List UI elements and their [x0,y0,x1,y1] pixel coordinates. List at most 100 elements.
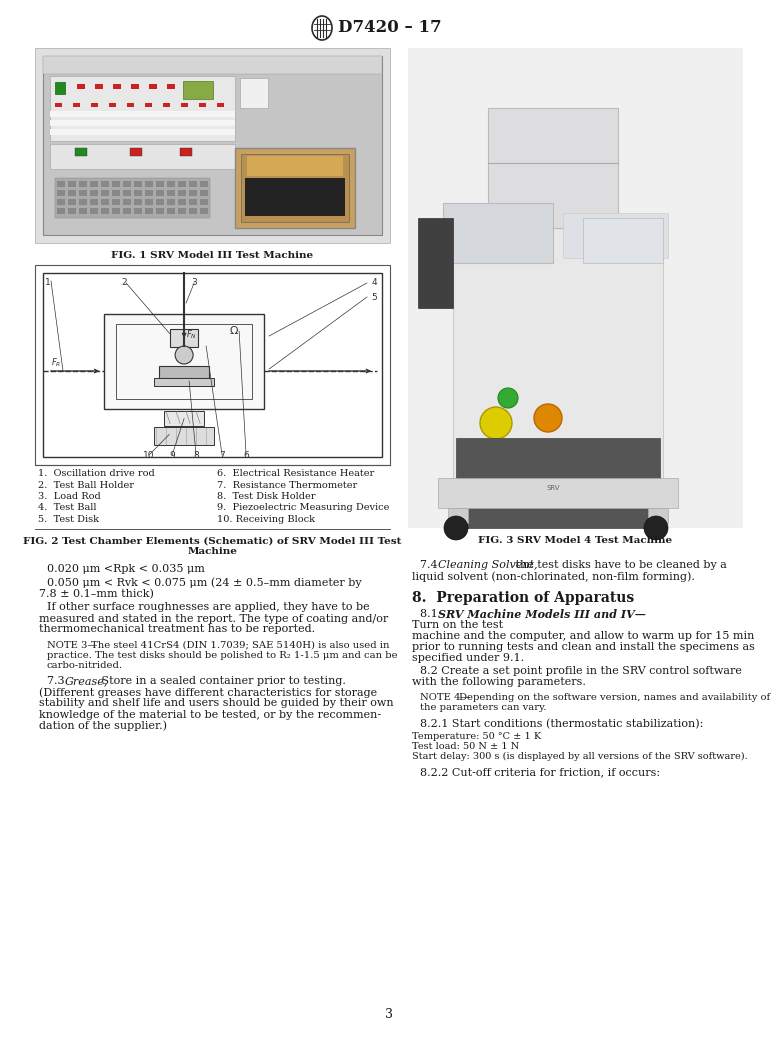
Bar [456,438,660,528]
Text: machine and the computer, and allow to warm up for 15 min: machine and the computer, and allow to w… [412,631,755,641]
Bar [79,181,87,187]
Text: measured and stated in the report. The type of coating and/or: measured and stated in the report. The t… [39,613,388,624]
Text: FIG. 1 SRV Model III Test Machine: FIG. 1 SRV Model III Test Machine [111,251,314,260]
Text: FIG. 2 Test Chamber Elements (Schematic) of SRV Model III Test
Machine: FIG. 2 Test Chamber Elements (Schematic)… [23,536,401,556]
Bar [159,366,209,378]
Bar [57,208,65,214]
Bar [116,324,252,399]
Circle shape [498,388,518,408]
Bar [123,199,131,205]
Text: NOTE 3—: NOTE 3— [47,640,97,650]
Text: 2.  Test Ball Holder: 2. Test Ball Holder [38,481,134,489]
Bar [183,81,213,99]
Text: The steel 41CrS4 (DIN 1.7039; SAE 5140H) is also used in: The steel 41CrS4 (DIN 1.7039; SAE 5140H)… [91,640,390,650]
Text: 3: 3 [191,278,197,287]
Bar [164,410,204,426]
Text: prior to running tests and clean and install the specimens as: prior to running tests and clean and ins… [412,642,755,652]
Bar [43,273,382,457]
Text: 8.2 Create a set point profile in the SRV control software: 8.2 Create a set point profile in the SR… [420,666,742,676]
Text: 0.020 μm <Rpk < 0.035 μm: 0.020 μm <Rpk < 0.035 μm [47,564,205,575]
Bar [90,208,98,214]
Bar [68,181,76,187]
Bar [55,103,62,107]
Bar [43,56,382,235]
Bar [68,191,76,196]
Text: $F_R$: $F_R$ [51,356,61,369]
Bar [418,218,453,308]
Bar [167,191,175,196]
Bar [57,181,65,187]
Bar [217,103,224,107]
Bar [448,508,468,523]
Text: 5.  Test Disk: 5. Test Disk [38,515,99,524]
Text: 7.8 ± 0.1–mm thick): 7.8 ± 0.1–mm thick) [39,588,154,599]
Text: 1.  Oscillation drive rod: 1. Oscillation drive rod [38,469,155,478]
Text: Cleaning Solvent,: Cleaning Solvent, [438,560,538,570]
Bar [35,265,390,465]
Bar [241,154,349,222]
Bar [50,129,235,135]
Circle shape [480,407,512,439]
Bar [453,228,663,498]
Circle shape [534,404,562,432]
Bar [134,208,142,214]
Bar [134,191,142,196]
Text: 2: 2 [121,278,127,287]
Bar [200,181,208,187]
Text: Start delay: 300 s (is displayed by all versions of the SRV software).: Start delay: 300 s (is displayed by all … [412,752,748,761]
Bar [156,181,164,187]
Bar [181,103,188,107]
Bar [134,181,142,187]
Bar [145,199,153,205]
Bar [167,84,175,88]
Bar [50,144,235,169]
Bar [156,208,164,214]
Text: Depending on the software version, names and availability of: Depending on the software version, names… [459,693,770,702]
Bar [50,120,235,126]
Text: 8.  Test Disk Holder: 8. Test Disk Holder [218,492,316,501]
Text: stability and shelf life and users should be guided by their own: stability and shelf life and users shoul… [39,699,394,709]
Bar [101,208,109,214]
Bar [189,181,197,187]
Text: 9: 9 [170,451,175,460]
Bar [154,378,214,386]
Bar [77,84,85,88]
Bar [91,103,98,107]
Text: 9.  Piezoelectric Measuring Device: 9. Piezoelectric Measuring Device [218,504,390,512]
Bar [145,208,153,214]
Bar [563,213,668,258]
Bar [57,191,65,196]
Text: specified under 9.1.: specified under 9.1. [412,653,524,663]
Bar [55,82,65,94]
Text: 3.  Load Rod: 3. Load Rod [38,492,100,501]
Text: thermomechanical treatment has to be reported.: thermomechanical treatment has to be rep… [39,625,315,635]
Text: SRV: SRV [546,485,559,491]
Bar [90,199,98,205]
Bar [145,191,153,196]
Bar [178,191,186,196]
Bar [163,103,170,107]
Text: 5: 5 [371,293,377,302]
Bar [408,48,743,528]
Bar [101,181,109,187]
Bar [145,103,152,107]
Text: with the following parameters.: with the following parameters. [412,677,586,687]
Text: 8.  Preparation of Apparatus: 8. Preparation of Apparatus [412,591,634,605]
Bar [43,56,382,74]
Bar [123,181,131,187]
Text: FIG. 3 SRV Model 4 Test Machine: FIG. 3 SRV Model 4 Test Machine [478,536,672,545]
Text: knowledge of the material to be tested, or by the recommen-: knowledge of the material to be tested, … [39,710,381,719]
Bar [131,84,139,88]
Text: 7.4: 7.4 [420,560,441,570]
Text: 8.1: 8.1 [420,609,441,619]
Bar [109,103,116,107]
Text: 6.  Electrical Resistance Heater: 6. Electrical Resistance Heater [218,469,375,478]
Text: 1: 1 [45,278,51,287]
Bar [73,103,80,107]
Bar [200,199,208,205]
Bar [104,313,264,408]
Bar [247,156,343,176]
Bar [149,84,157,88]
Text: 8: 8 [193,451,199,460]
Text: 7.  Resistance Thermometer: 7. Resistance Thermometer [218,481,358,489]
